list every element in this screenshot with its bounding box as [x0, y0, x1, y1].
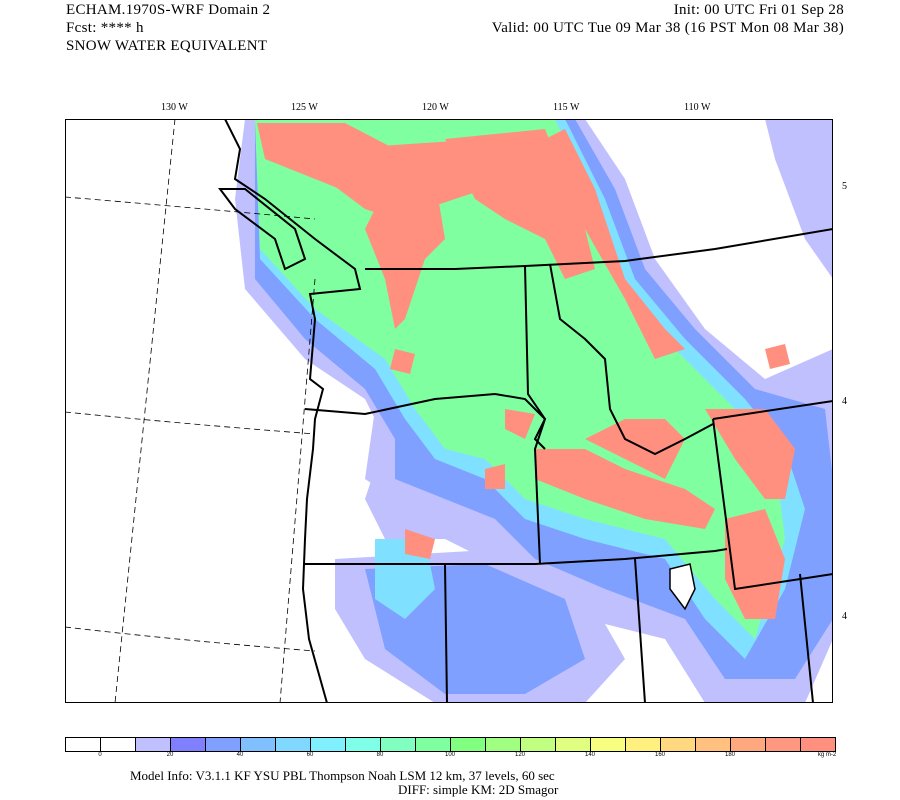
- map-frame: [65, 119, 833, 703]
- colorbar-swatch: [101, 738, 136, 751]
- colorbar-swatch: [556, 738, 591, 751]
- lon-label: 130 W: [161, 102, 188, 113]
- colorbar-swatch: [486, 738, 521, 751]
- colorbar-swatch: [171, 738, 206, 751]
- forecast-hour: Fcst: **** h: [66, 20, 144, 36]
- graticule: [65, 119, 316, 703]
- colorbar-swatch: [801, 738, 835, 751]
- colorbar-tick-label: 0: [98, 752, 102, 758]
- lon-label: 110 W: [684, 102, 711, 113]
- colorbar: [65, 737, 836, 752]
- lon-label: 120 W: [422, 102, 449, 113]
- lat-label: 4: [842, 611, 847, 622]
- colorbar-swatch: [766, 738, 801, 751]
- colorbar-tick-label: 100: [444, 752, 456, 758]
- swe-contours: [235, 119, 833, 703]
- valid-time: Valid: 00 UTC Tue 09 Mar 38 (16 PST Mon …: [491, 20, 844, 36]
- lon-label: 115 W: [553, 102, 580, 113]
- model-info: Model Info: V3.1.1 KF YSU PBL Thompson N…: [130, 768, 555, 783]
- colorbar-units: kg m-2: [817, 752, 837, 758]
- colorbar-swatch: [591, 738, 626, 751]
- colorbar-tick-label: 180: [724, 752, 736, 758]
- colorbar-tick-label: 160: [654, 752, 666, 758]
- snow-water-equivalent-map: [65, 119, 833, 703]
- init-time: Init: 00 UTC Fri 01 Sep 28: [673, 2, 844, 18]
- colorbar-swatch: [311, 738, 346, 751]
- colorbar-tick-label: 140: [584, 752, 596, 758]
- colorbar-swatch: [416, 738, 451, 751]
- colorbar-swatch: [276, 738, 311, 751]
- colorbar-swatch: [521, 738, 556, 751]
- lat-label: 5: [842, 181, 847, 192]
- lat-label: 4: [842, 396, 847, 407]
- colorbar-tick-label: 60: [306, 752, 314, 758]
- colorbar-swatch: [661, 738, 696, 751]
- colorbar-tick-label: 80: [376, 752, 384, 758]
- great-salt-lake: [669, 563, 696, 611]
- colorbar-swatch: [626, 738, 661, 751]
- colorbar-tick-label: 20: [166, 752, 174, 758]
- colorbar-swatch: [241, 738, 276, 751]
- field-name: SNOW WATER EQUIVALENT: [66, 38, 268, 54]
- model-title: ECHAM.1970S-WRF Domain 2: [66, 2, 271, 18]
- lon-label: 125 W: [291, 102, 318, 113]
- colorbar-swatch: [451, 738, 486, 751]
- colorbar-swatch: [381, 738, 416, 751]
- colorbar-swatch: [731, 738, 766, 751]
- colorbar-swatch: [206, 738, 241, 751]
- colorbar-swatch: [136, 738, 171, 751]
- coastlines-and-borders: [218, 119, 833, 703]
- colorbar-tick-label: 120: [514, 752, 526, 758]
- colorbar-swatch: [696, 738, 731, 751]
- colorbar-tick-label: 40: [236, 752, 244, 758]
- diffusion-info: DIFF: simple KM: 2D Smagor: [398, 782, 559, 797]
- colorbar-swatch: [346, 738, 381, 751]
- colorbar-swatch: [66, 738, 101, 751]
